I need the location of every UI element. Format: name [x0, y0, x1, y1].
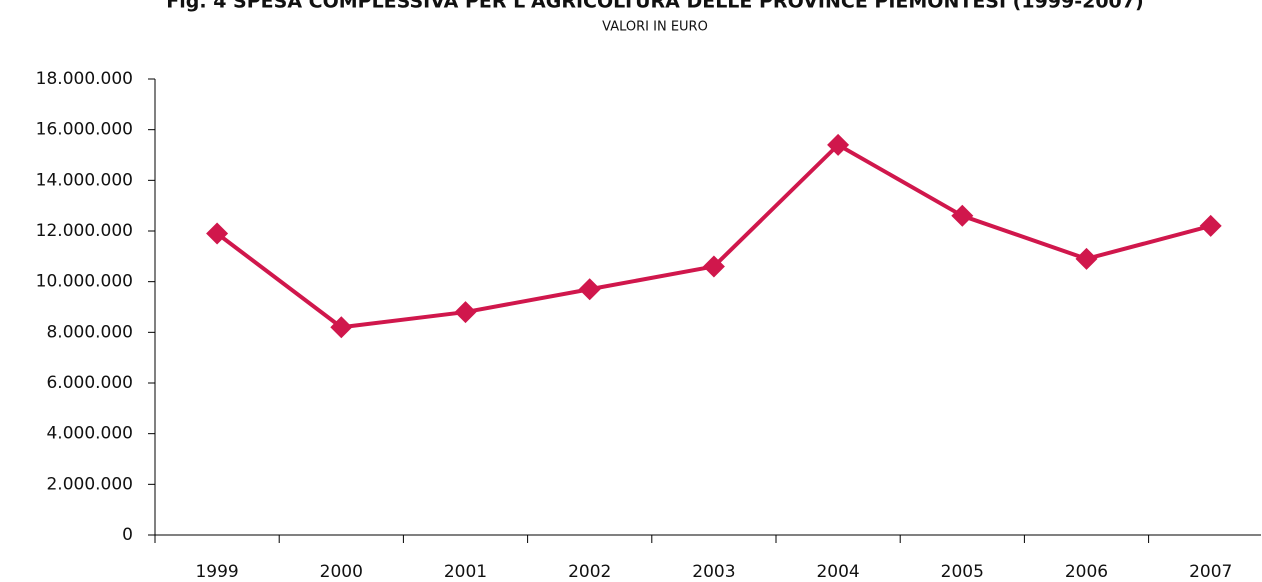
marker [454, 301, 477, 324]
y-tick-label: 12.000.000 [36, 221, 133, 241]
y-tick-label: 16.000.000 [36, 120, 133, 140]
y-tick-label: 14.000.000 [36, 170, 133, 190]
chart-subtitle: VALORI IN EURO [602, 20, 708, 35]
x-tick-label: 1999 [195, 562, 238, 582]
marker [1075, 247, 1098, 270]
x-tick-label: 2001 [444, 562, 487, 582]
y-tick-label: 8.000.000 [46, 322, 133, 342]
marker [330, 316, 353, 339]
x-tick-label: 2007 [1189, 562, 1232, 582]
y-tick-label: 18.000.000 [36, 69, 133, 89]
line [215, 142, 1212, 330]
x-tick-label: 2003 [692, 562, 735, 582]
marker [206, 222, 229, 245]
x-tick-label: 2006 [1065, 562, 1108, 582]
marker [578, 278, 601, 301]
y-tick-label: 2.000.000 [46, 474, 133, 494]
x-tick-label: 2004 [816, 562, 859, 582]
x-tick-label: 2000 [320, 562, 363, 582]
marker [951, 204, 974, 227]
marker [702, 255, 725, 278]
y-tick-label: 6.000.000 [46, 373, 133, 393]
x-tick-label: 2005 [941, 562, 984, 582]
y-tick-label: 10.000.000 [36, 272, 133, 292]
x-tick-label: 2002 [568, 562, 611, 582]
marker [827, 133, 850, 156]
y-tick-label: 0 [122, 525, 133, 545]
marker [1199, 214, 1222, 237]
y-tick-label: 4.000.000 [46, 424, 133, 444]
chart-title: Fig. 4 SPESA COMPLESSIVA PER L'AGRICOLTU… [166, 0, 1143, 13]
